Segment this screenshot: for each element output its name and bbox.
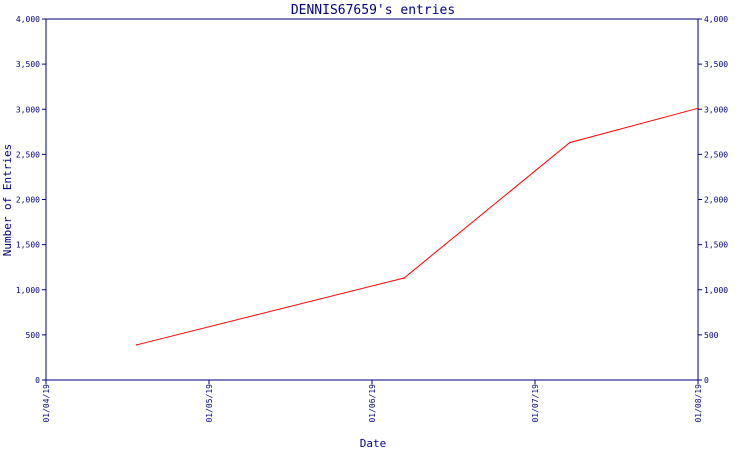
y-tick-label-left: 1,500: [16, 241, 40, 250]
data-point: [568, 141, 571, 144]
y-tick-label-right: 2,500: [704, 150, 728, 159]
y-tick-label-left: 0: [35, 376, 40, 385]
plot-area: [45, 18, 699, 381]
y-tick-label-right: 1,000: [704, 286, 728, 295]
y-tick-label-right: 2,000: [704, 196, 728, 205]
series-group: [136, 107, 699, 346]
x-axis-label: Date: [360, 437, 387, 450]
y-tick-label-left: 2,500: [16, 150, 40, 159]
y-tick-label-right: 1,500: [704, 241, 728, 250]
y-tick-label-left: 500: [26, 331, 41, 340]
chart-title: DENNIS67659's entries: [291, 3, 455, 18]
y-tick-label-right: 4,000: [704, 15, 728, 24]
y-tick-label-right: 500: [704, 331, 719, 340]
y-tick-label-left: 2,000: [16, 196, 40, 205]
x-tick-label: 01/04/19: [42, 384, 51, 423]
y-tick-label-right: 3,000: [704, 105, 728, 114]
data-point: [697, 107, 699, 110]
y-axis-right: 0 500 1,000 1,500 2,000 2,500 3,000 3,500 4,000: [698, 15, 728, 385]
data-point: [136, 344, 138, 346]
series-line: [136, 107, 699, 346]
data-point: [403, 277, 405, 279]
x-tick-label: 01/07/19: [531, 384, 540, 423]
y-tick-label-left: 3,000: [16, 105, 40, 114]
y-tick-label-left: 3,500: [16, 60, 40, 69]
y-tick-label-left: 1,000: [16, 286, 40, 295]
y-tick-label-right: 0: [704, 376, 709, 385]
y-axis-label: Number of Entries: [1, 144, 14, 257]
x-tick-label: 01/08/19: [694, 384, 703, 423]
x-axis: 01/04/19 01/05/19 01/06/19 01/07/19 01/08/19: [42, 380, 703, 423]
y-tick-label-left: 4,000: [16, 15, 40, 24]
x-tick-label: 01/06/19: [368, 384, 377, 423]
x-tick-label: 01/05/19: [205, 384, 214, 423]
y-axis-left: 0 500 1,000 1,500 2,000 2,500 3,000 3,500 4,000: [16, 15, 46, 385]
y-tick-label-right: 3,500: [704, 60, 728, 69]
